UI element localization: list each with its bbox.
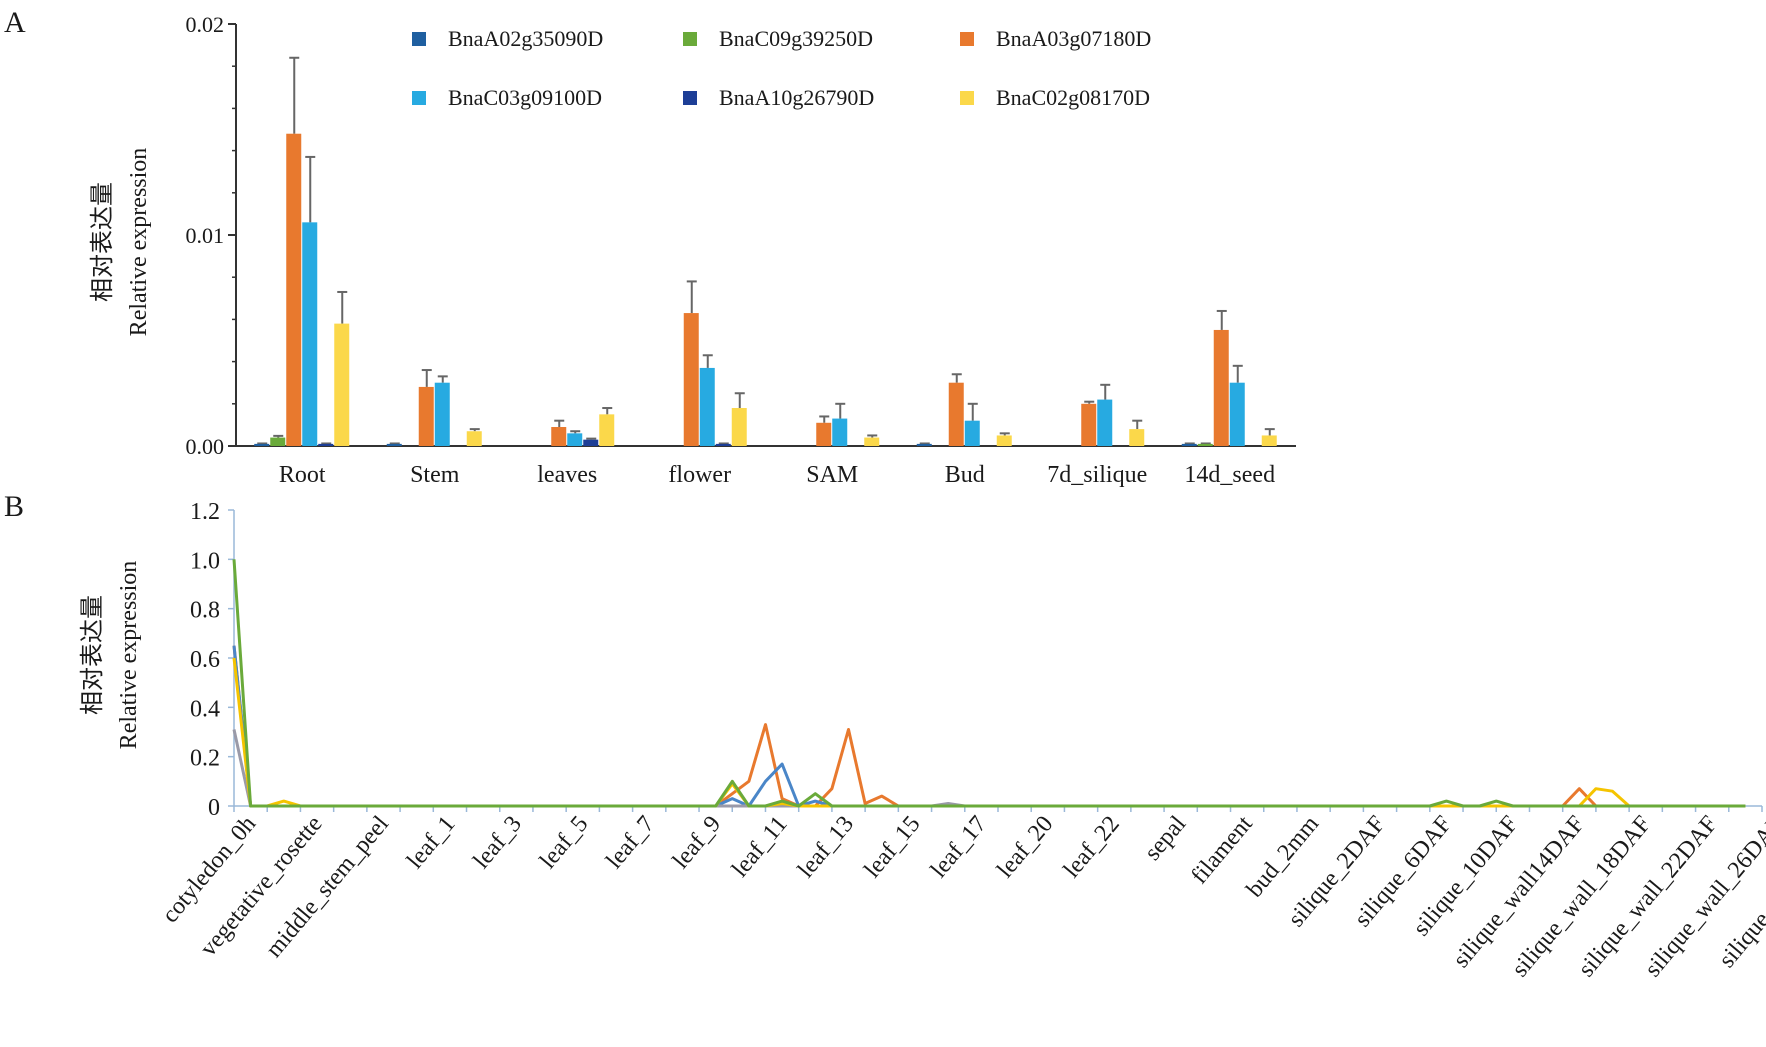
- y-tick-label: 0: [208, 795, 220, 821]
- bar: [1181, 443, 1197, 446]
- x-tick-label: leaf_15: [859, 811, 925, 883]
- bar: [996, 435, 1012, 446]
- x-category-label: flower: [668, 462, 731, 488]
- bar: [816, 422, 832, 446]
- x-tick-label: filament: [1186, 811, 1258, 889]
- x-tick-label: leaf_22: [1059, 811, 1125, 883]
- bar: [964, 420, 980, 446]
- legend-swatch: [960, 91, 974, 105]
- x-tick-label: leaf_7: [601, 811, 659, 874]
- bar: [1261, 435, 1277, 446]
- x-category-label: 7d_silique: [1047, 462, 1147, 488]
- legend-swatch: [412, 91, 426, 105]
- legend-swatch: [683, 32, 697, 46]
- legend-swatch: [683, 91, 697, 105]
- series-line: [232, 645, 1746, 808]
- x-category-label: Root: [279, 462, 326, 488]
- x-tick-label: leaf_17: [926, 811, 992, 883]
- bar: [567, 433, 583, 446]
- series-line: [232, 729, 1746, 808]
- y-tick-label: 0.2: [190, 746, 220, 772]
- x-tick-label: vegetative_rosette: [195, 811, 327, 961]
- bar: [1097, 399, 1113, 446]
- x-category-label: leaves: [537, 462, 597, 488]
- bar: [551, 427, 567, 446]
- x-tick-label: leaf_20: [992, 811, 1058, 883]
- x-category-label: 14d_seed: [1184, 462, 1275, 488]
- x-tick-label: leaf_1: [402, 811, 460, 874]
- y-tick-label: 0.01: [186, 223, 225, 248]
- chart-b-ylabel-en: Relative expression: [116, 561, 142, 750]
- legend-swatch: [412, 32, 426, 46]
- bar: [583, 439, 599, 446]
- bar: [1129, 429, 1145, 446]
- y-tick-label: 0.00: [186, 434, 225, 459]
- x-tick-label: sepal: [1140, 811, 1192, 866]
- bar: [302, 222, 318, 446]
- x-tick-label: leaf_13: [793, 811, 859, 883]
- x-category-label: Bud: [945, 462, 985, 488]
- bar: [715, 443, 731, 446]
- bar: [1229, 382, 1245, 446]
- bar: [466, 431, 482, 446]
- legend-label: BnaC02g08170D: [996, 85, 1150, 110]
- bar: [948, 382, 964, 446]
- x-tick-label: middle_stem_peel: [261, 811, 394, 963]
- bar: [683, 313, 699, 446]
- y-tick-label: 1.0: [190, 548, 220, 574]
- bar: [731, 408, 747, 446]
- bar: [916, 443, 932, 446]
- bar: [1213, 329, 1229, 446]
- series-line: [232, 657, 1746, 808]
- chart-b-ylabel-zh: 相对表达量: [79, 595, 106, 715]
- legend-label: BnaA10g26790D: [719, 85, 874, 110]
- panel-b-letter: B: [4, 490, 24, 523]
- bar: [699, 367, 715, 446]
- bar: [1081, 403, 1097, 446]
- panel-a-letter: A: [4, 6, 26, 39]
- x-category-label: SAM: [806, 462, 858, 488]
- y-tick-label: 0.6: [190, 647, 220, 673]
- legend-label: BnaC09g39250D: [719, 26, 873, 51]
- bar-chart-a: 相对表达量 Relative expression 0.00 0.01 0.02 Ro…: [89, 12, 1296, 488]
- y-tick-label: 0.4: [190, 696, 220, 722]
- x-tick-label: leaf_3: [468, 811, 526, 874]
- legend-label: BnaA02g35090D: [448, 26, 603, 51]
- bar: [318, 443, 334, 446]
- legend-label: BnaA03g07180D: [996, 26, 1151, 51]
- chart-a-ylabel-en: Relative expression: [126, 148, 152, 337]
- bar: [1197, 443, 1213, 446]
- legend-label: BnaC03g09100D: [448, 85, 602, 110]
- x-category-label: Stem: [410, 462, 460, 488]
- line-chart-b: 相对表达量 Relative expression 0 0.2 0.4 0.6 0.8 1…: [79, 499, 1766, 982]
- bar: [864, 437, 880, 446]
- series-line: [232, 559, 1746, 808]
- bar: [418, 386, 434, 446]
- y-tick-label: 0.02: [186, 12, 225, 37]
- bar: [254, 443, 270, 446]
- bar: [386, 443, 402, 446]
- series-line: [232, 645, 1746, 808]
- x-tick-label: leaf_11: [727, 811, 793, 882]
- bar: [832, 418, 848, 446]
- bar: [270, 437, 286, 446]
- chart-a-ylabel-zh: 相对表达量: [89, 182, 116, 302]
- y-tick-label: 1.2: [190, 499, 220, 525]
- x-tick-label: leaf_9: [668, 811, 726, 874]
- bar: [599, 414, 615, 446]
- legend-swatch: [960, 32, 974, 46]
- x-tick-label: leaf_5: [535, 811, 593, 874]
- bar: [286, 133, 302, 446]
- bar: [334, 323, 350, 446]
- y-tick-label: 0.8: [190, 598, 220, 624]
- bar: [434, 382, 450, 446]
